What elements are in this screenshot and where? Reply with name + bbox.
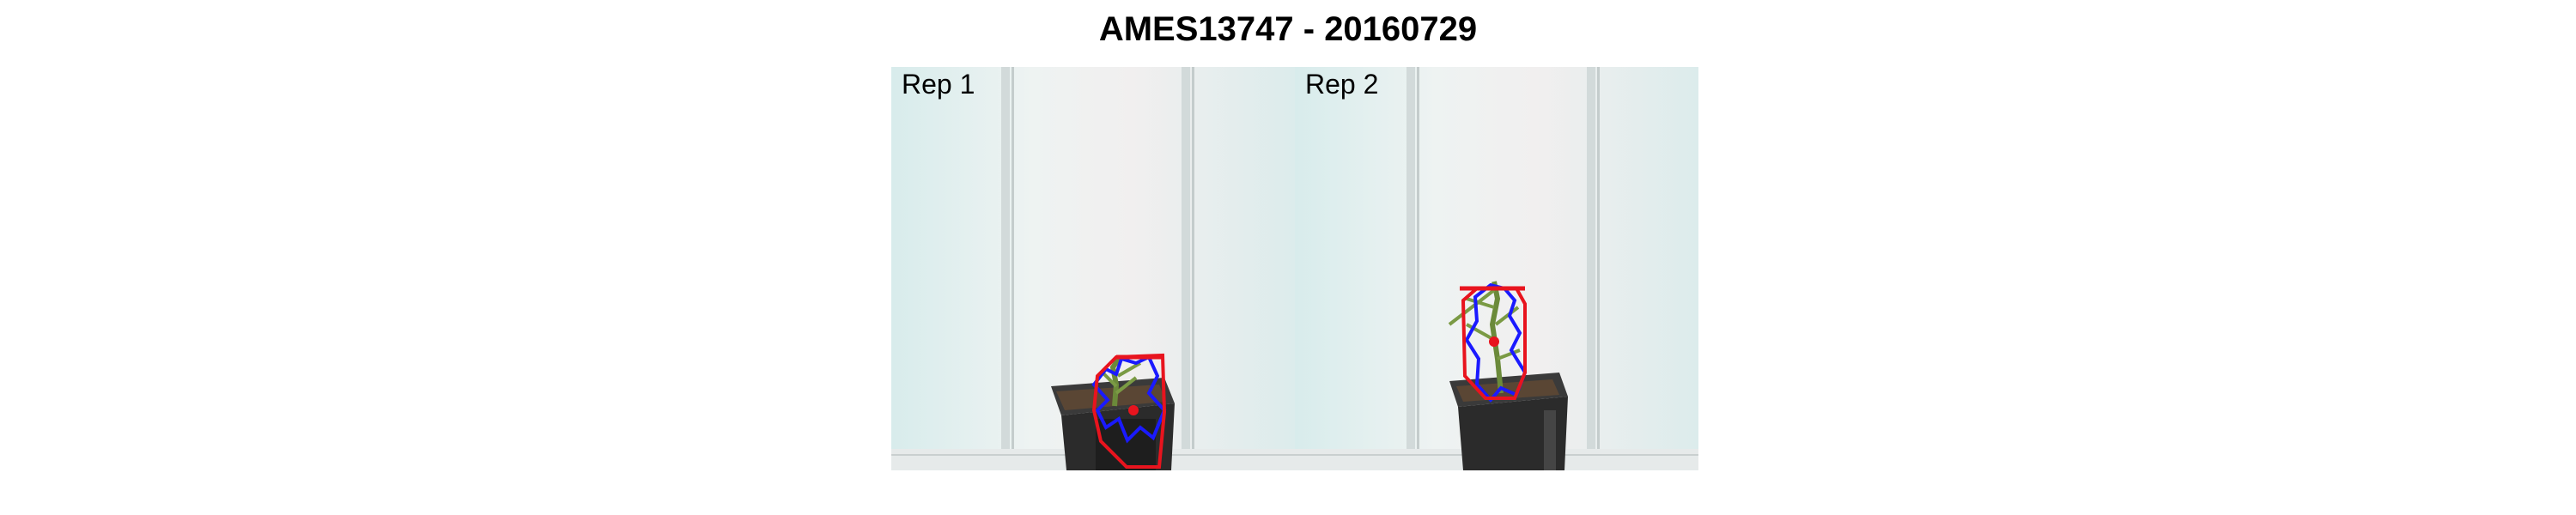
frame-post — [1012, 67, 1014, 470]
rep-1-image-panel: Rep 1 — [891, 67, 1295, 470]
frame-post — [1192, 67, 1194, 470]
rep-2-label: Rep 2 — [1305, 69, 1379, 100]
plant-stem — [1489, 281, 1504, 394]
rep-2-image-panel: Rep 2 — [1295, 67, 1698, 470]
centroid-marker — [1489, 336, 1499, 347]
pot-door — [1544, 410, 1556, 470]
centroid-marker — [1128, 405, 1139, 415]
frame-post — [1587, 67, 1595, 470]
frame-post — [1001, 67, 1010, 470]
rep-1-plant-photo — [891, 67, 1295, 470]
plant-leaves — [1448, 288, 1521, 360]
rep-2-plant-photo — [1295, 67, 1698, 470]
frame-post — [1597, 67, 1600, 470]
figure-title: AMES13747 - 20160729 — [1098, 10, 1478, 48]
frame-post — [1406, 67, 1415, 470]
pot-body — [1458, 397, 1568, 470]
frame-post — [1182, 67, 1190, 470]
frame-post — [1417, 67, 1419, 470]
plant-stem — [1109, 357, 1121, 407]
rep-1-label: Rep 1 — [902, 69, 975, 100]
soil — [1056, 385, 1166, 410]
